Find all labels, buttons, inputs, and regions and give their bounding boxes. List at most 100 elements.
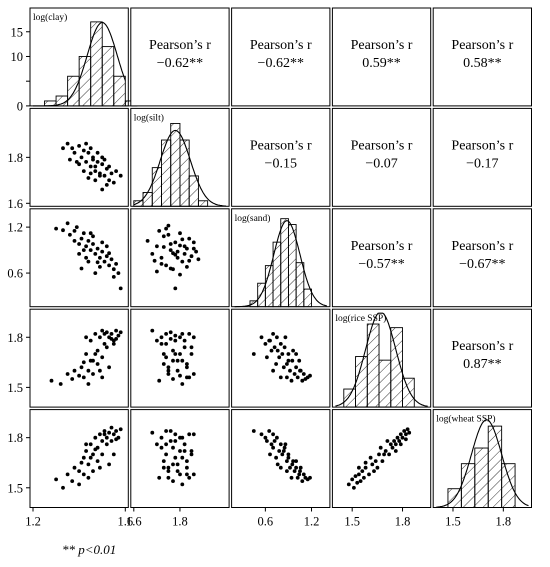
scatter-point (185, 375, 189, 380)
x-tick-label: 1.6 (126, 515, 142, 529)
scatter-point (91, 234, 95, 239)
scatter-point (84, 160, 88, 164)
panel-r4-c3 (331, 409, 432, 509)
scatter-point (189, 352, 194, 356)
scatter-point (285, 375, 289, 380)
scatter-point (297, 472, 302, 477)
scatter-point (269, 348, 274, 353)
scatter-point (104, 183, 109, 187)
x-tick-label: 1.5 (445, 515, 461, 529)
histogram-bar (501, 463, 516, 508)
scatter-point (81, 375, 86, 380)
y-tick-label: 0.6 (7, 267, 23, 281)
scatter-point (277, 355, 282, 360)
scatter-point (283, 442, 288, 447)
correlation-value: 0.59** (362, 56, 401, 71)
scatter-point (84, 449, 88, 453)
scatter-point (280, 352, 285, 356)
scatter-point (70, 479, 75, 483)
scatter-point (180, 482, 185, 487)
y-tick-label: 1.5 (7, 481, 23, 495)
y-tick-label: 15 (11, 25, 24, 39)
scatter-point (93, 447, 98, 452)
scatter-point (268, 338, 272, 343)
panel-r3-c2 (231, 308, 331, 408)
panel-frame (130, 308, 230, 408)
scatter-point (91, 452, 95, 457)
scatter-point (109, 337, 114, 341)
scatter-point (58, 382, 63, 386)
scatter-point (107, 164, 111, 169)
scatter-point (157, 229, 162, 233)
x-tick-label: 1.2 (25, 515, 41, 529)
histogram-bar (460, 463, 476, 508)
scatter-point (294, 459, 298, 463)
scatter-point (93, 164, 98, 169)
scatter-point (187, 475, 192, 480)
y-tick-label: 1.5 (7, 381, 23, 395)
scatter-point (159, 435, 164, 440)
scatter-point (166, 469, 171, 473)
scatter-point (100, 162, 105, 167)
scatter-point (100, 355, 105, 360)
scatter-point (191, 335, 196, 340)
panel-frame (432, 208, 533, 308)
scatter-point (104, 244, 109, 249)
scatter-point (93, 332, 98, 336)
scatter-point (404, 432, 408, 437)
scatter-point (298, 469, 302, 473)
scatter-point (114, 262, 118, 266)
correlation-label: Pearson’s r (451, 138, 513, 153)
scatter-point (298, 368, 303, 373)
scatter-point (86, 259, 91, 264)
scatter-point (95, 246, 100, 251)
normal-curve (234, 220, 327, 308)
scatter-point (292, 469, 297, 473)
panel-frame (29, 409, 129, 509)
scatter-point (189, 449, 194, 453)
scatter-point (173, 455, 178, 460)
scatter-point (187, 236, 192, 241)
scatter-point (274, 455, 278, 460)
scatter-point (95, 160, 100, 164)
scatter-point (166, 368, 171, 373)
scatter-point (402, 429, 407, 433)
scatter-point (178, 231, 182, 236)
scatter-point (178, 373, 182, 378)
panel-r3-c3: log(rice SSP) (331, 308, 432, 408)
scatter-point (86, 368, 91, 373)
correlation-value: −0.62** (258, 56, 304, 71)
y-tick-label: 1.6 (7, 197, 23, 211)
scatter-point (363, 460, 368, 465)
histogram-bar (188, 175, 199, 207)
scatter-point (189, 254, 194, 259)
scatter-point (171, 479, 175, 483)
scatter-point (182, 442, 187, 447)
scatter-point (275, 348, 280, 353)
scatter-point (86, 462, 91, 467)
scatter-point (377, 452, 381, 457)
normal-curve (335, 312, 428, 407)
scatter-point (288, 465, 292, 470)
scatter-point (393, 449, 398, 453)
scatter-point (114, 429, 118, 433)
scatter-point (150, 430, 155, 435)
scatter-point (161, 459, 166, 463)
variable-label: log(clay) (33, 12, 67, 23)
scatter-point (72, 368, 77, 373)
y-tick-label: 1.2 (7, 221, 23, 235)
scatter-point (157, 475, 162, 480)
correlation-label: Pearson’s r (250, 38, 312, 53)
panel-frame (231, 7, 331, 107)
x-tick-label: 0.6 (258, 515, 274, 529)
panel-r1-c4: Pearson’s r −0.17 (432, 107, 533, 207)
scatter-point (166, 232, 171, 237)
correlation-value: −0.67** (459, 257, 505, 272)
scatter-point (398, 432, 403, 437)
scatter-point (86, 475, 91, 480)
scatter-point (175, 469, 180, 473)
scatter-point (175, 462, 180, 467)
panel-r2-c4: Pearson’s r −0.67** (432, 208, 533, 308)
scatter-point (95, 260, 100, 265)
scatter-point (271, 332, 275, 336)
